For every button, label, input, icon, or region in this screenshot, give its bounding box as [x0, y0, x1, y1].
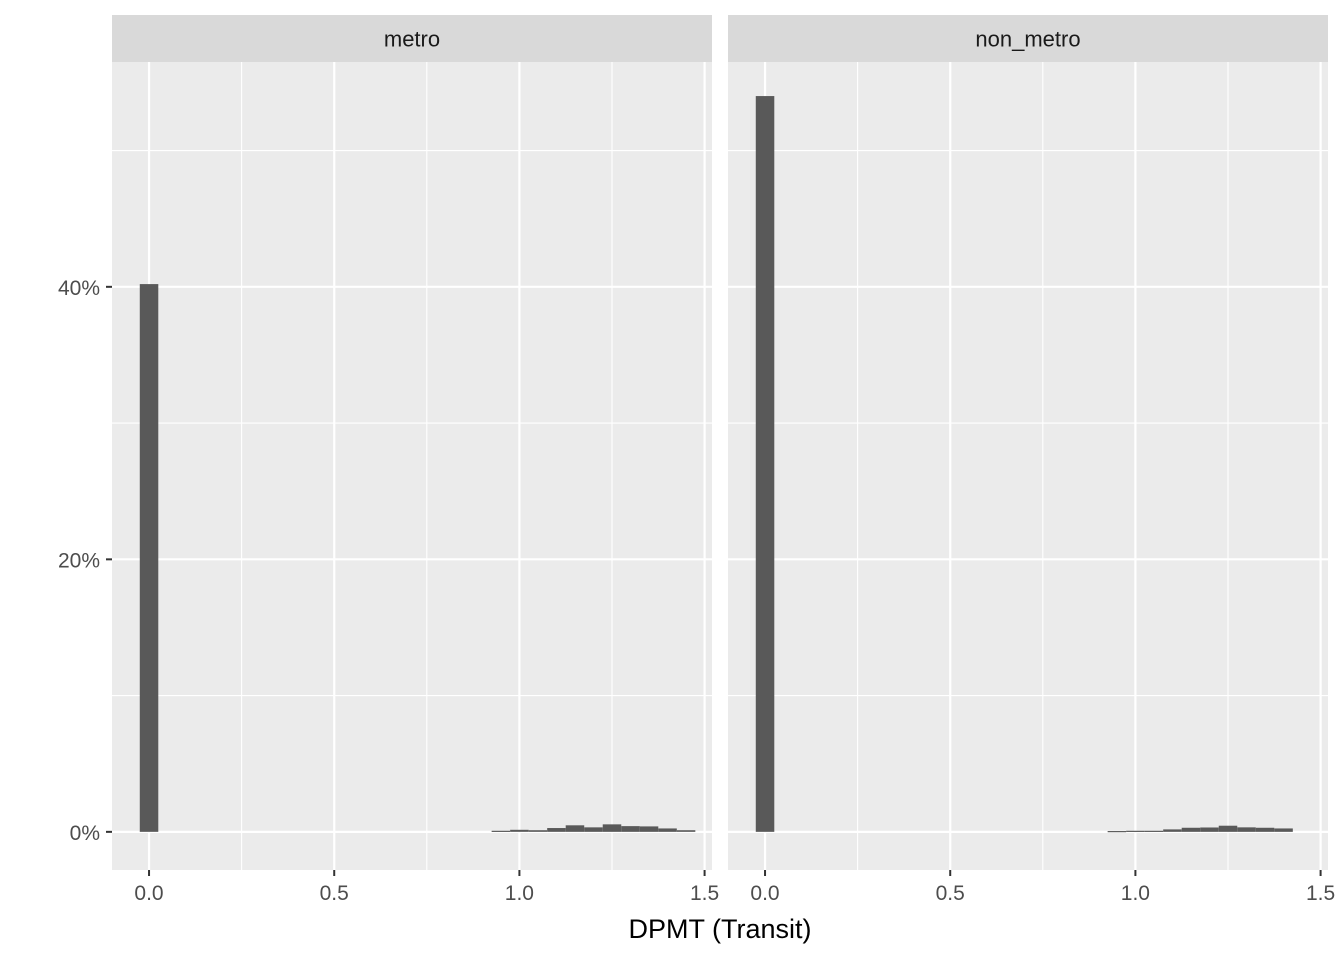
histogram-bar [1126, 830, 1145, 832]
histogram-bar [584, 827, 603, 832]
histogram-bar [1144, 830, 1164, 832]
histogram-bar [621, 826, 640, 832]
y-tick-label: 20% [58, 549, 100, 572]
histogram-bar [676, 830, 696, 832]
x-tick-label: 0.5 [936, 882, 965, 905]
histogram-bar [547, 828, 566, 832]
panel-background [728, 62, 1328, 870]
histogram-bar [602, 824, 622, 832]
histogram-bar [639, 826, 659, 832]
x-tick-label: 1.5 [1306, 882, 1335, 905]
y-tick-label: 0% [70, 822, 100, 845]
histogram-bar [491, 830, 511, 832]
histogram-bar [755, 96, 775, 832]
histogram-bar [1255, 827, 1275, 832]
facet-strip [112, 15, 712, 62]
x-tick-label: 1.0 [505, 882, 534, 905]
histogram-bar [1237, 827, 1256, 832]
y-tick-label: 40% [58, 277, 100, 300]
x-tick-label: 0.5 [320, 882, 349, 905]
facet-strip-label: metro [384, 27, 440, 52]
x-tick-label: 0.0 [134, 882, 163, 905]
histogram-bar [1274, 828, 1293, 832]
facet-strip [728, 15, 1328, 62]
histogram-bar [1200, 827, 1219, 832]
histogram-bar [528, 830, 548, 832]
facet-panel-metro: metro 0.0 0.5 1.0 1.5 [112, 15, 719, 905]
x-tick-label: 1.5 [690, 882, 719, 905]
x-axis-title: DPMT (Transit) [628, 914, 811, 944]
panel-background [112, 62, 712, 870]
x-tick-label: 1.0 [1121, 882, 1150, 905]
x-tick-label: 0.0 [750, 882, 779, 905]
histogram-bar [1181, 827, 1201, 832]
facet-panel-non_metro: non_metro 0.0 0.5 1.0 1.5 [728, 15, 1335, 905]
histogram-bar [1107, 831, 1127, 833]
facet-strip-label: non_metro [975, 27, 1080, 52]
histogram-bar [510, 829, 529, 832]
histogram-bar [1163, 829, 1182, 832]
histogram-bar [658, 828, 677, 832]
histogram-bar [139, 284, 159, 832]
histogram-bar [1218, 825, 1238, 832]
histogram-bar [565, 825, 585, 832]
